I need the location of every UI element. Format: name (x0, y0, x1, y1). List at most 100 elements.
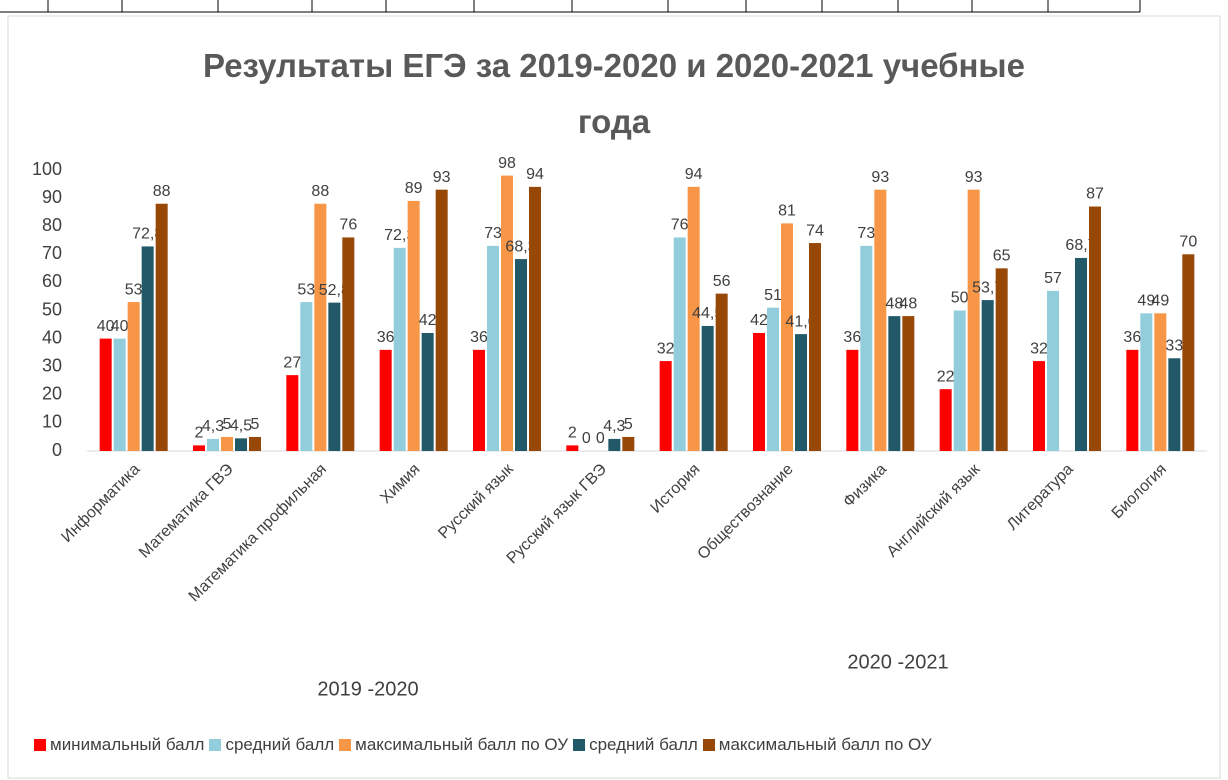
data-label: 2 (568, 425, 577, 442)
bar (939, 389, 952, 451)
annotation: 2019 -2020 (317, 678, 418, 700)
data-label: 4,3 (603, 418, 625, 435)
bar (795, 334, 807, 451)
data-label: 32 (657, 340, 675, 357)
data-label: 41,6 (785, 313, 816, 330)
bar (407, 200, 420, 451)
data-label: 36 (470, 329, 488, 346)
bar (99, 338, 112, 451)
data-label: 49 (1137, 293, 1155, 310)
frame (0, 0, 1141, 13)
bar (953, 310, 966, 451)
bar (1089, 206, 1101, 451)
data-label: 49 (1151, 293, 1169, 310)
bar (393, 247, 406, 451)
y-tick-label: 60 (42, 271, 62, 291)
data-label: 36 (377, 329, 395, 346)
data-label: 36 (1123, 329, 1141, 346)
bar (874, 189, 887, 452)
data-label: 22 (937, 368, 955, 385)
x-tick-label: Информатика (58, 461, 143, 546)
data-label: 4,3 (202, 418, 224, 435)
y-tick-label: 40 (42, 327, 62, 347)
data-label: 53,7 (972, 279, 1003, 296)
data-label: 93 (433, 169, 451, 186)
data-label: 68,3 (505, 238, 536, 255)
bar (902, 316, 915, 451)
bar (715, 293, 728, 451)
bar (328, 302, 341, 451)
bar (314, 203, 327, 451)
legend-swatch (702, 739, 715, 751)
bar (701, 325, 714, 451)
data-label: 72,8 (132, 226, 163, 243)
legend-label: максимальный балл по ОУ (718, 735, 932, 754)
bar (1140, 313, 1153, 451)
data-label: 5 (624, 416, 633, 433)
annotation: 2020 -2021 (847, 651, 948, 673)
bar (981, 300, 994, 451)
bar (622, 436, 635, 451)
bar (1033, 361, 1045, 451)
data-label: 76 (339, 217, 357, 234)
bar (1075, 257, 1087, 451)
data-label: 56 (713, 273, 731, 290)
data-label: 51 (764, 287, 782, 304)
legend-label: максимальный балл по ОУ (355, 735, 569, 754)
bar (487, 245, 499, 451)
bar (1047, 290, 1059, 451)
bar (249, 436, 261, 451)
bar (193, 445, 205, 451)
x-tick-label: Английский язык (884, 460, 984, 560)
legend-swatch (573, 739, 586, 751)
bar (379, 349, 392, 451)
y-tick-label: 80 (42, 215, 62, 235)
data-label: 94 (685, 166, 703, 183)
y-tick-label: 90 (42, 187, 62, 207)
data-label: 42 (419, 312, 437, 329)
bar (888, 316, 901, 451)
bar (1126, 349, 1139, 451)
x-tick-label: Русский язык ГВЭ (504, 461, 610, 567)
data-label: 42 (750, 312, 768, 329)
legend-swatch (339, 739, 352, 751)
y-tick-label: 0 (52, 440, 62, 460)
data-label: 44,5 (692, 305, 723, 322)
data-label: 48 (899, 295, 917, 312)
legend-item: средний балл (573, 735, 698, 755)
data-label: 98 (498, 155, 516, 172)
data-label: 40 (111, 318, 129, 335)
bar (141, 246, 154, 451)
data-label: 88 (153, 183, 171, 200)
x-tick-label: Литература (1004, 461, 1077, 534)
y-tick-label: 20 (42, 384, 62, 404)
data-label: 87 (1086, 186, 1104, 203)
bar (342, 237, 355, 451)
data-label: 0 (596, 430, 605, 447)
bar (1154, 313, 1167, 451)
legend-item: максимальный балл по ОУ (702, 735, 932, 755)
legend-label: средний балл (225, 735, 335, 754)
bar (421, 332, 434, 451)
bar (566, 445, 579, 451)
data-label: 76 (671, 217, 689, 234)
data-label: 73 (857, 225, 875, 242)
legend-swatch (34, 739, 46, 751)
data-label: 74 (806, 222, 824, 239)
bar (127, 302, 140, 451)
x-tick-label: Химия (377, 461, 423, 507)
bar (435, 189, 448, 452)
data-label: 94 (526, 166, 544, 183)
bar (767, 307, 779, 451)
data-label: 0 (582, 430, 591, 447)
y-tick-label: 70 (42, 243, 62, 263)
y-tick-label: 30 (42, 355, 62, 375)
bar (515, 259, 527, 451)
bar (113, 338, 126, 451)
data-label: 5 (251, 416, 260, 433)
bar (155, 203, 168, 451)
bar (207, 438, 219, 451)
data-label: 27 (283, 354, 301, 371)
